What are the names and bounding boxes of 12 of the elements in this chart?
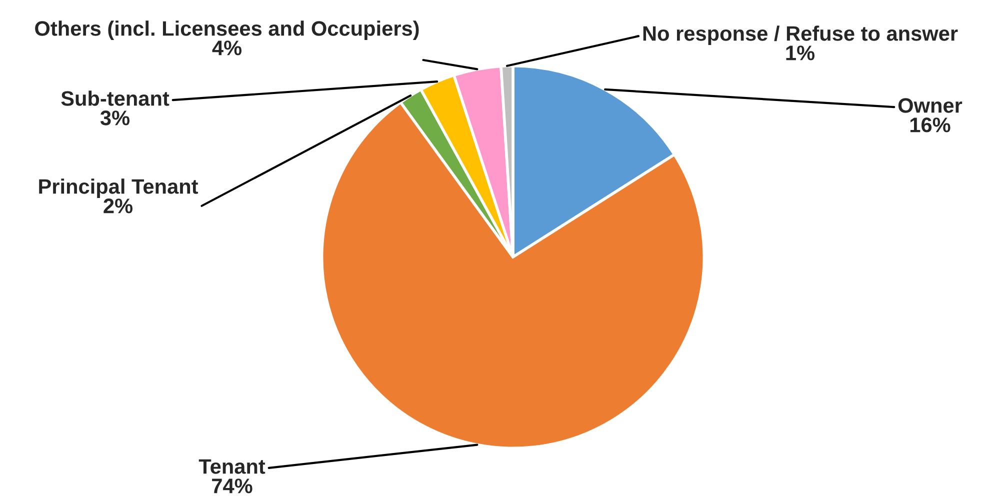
data-label: 74% xyxy=(212,478,252,494)
data-label: 1% xyxy=(786,46,815,60)
slice-label: Principal Tenant xyxy=(39,178,198,198)
slice-label: Others (incl. Licensees and Occupiers) xyxy=(35,20,419,40)
data-label: 4% xyxy=(212,40,242,56)
data-label: 16% xyxy=(910,118,950,132)
slice-label: Tenant xyxy=(198,459,266,474)
data-label: 2% xyxy=(104,198,133,214)
slice-label: Sub-tenant xyxy=(61,90,170,106)
data-label: 3% xyxy=(100,110,130,126)
slice-label: No response / Refuse to answer xyxy=(643,26,958,45)
slice-label: Owner xyxy=(898,98,962,113)
